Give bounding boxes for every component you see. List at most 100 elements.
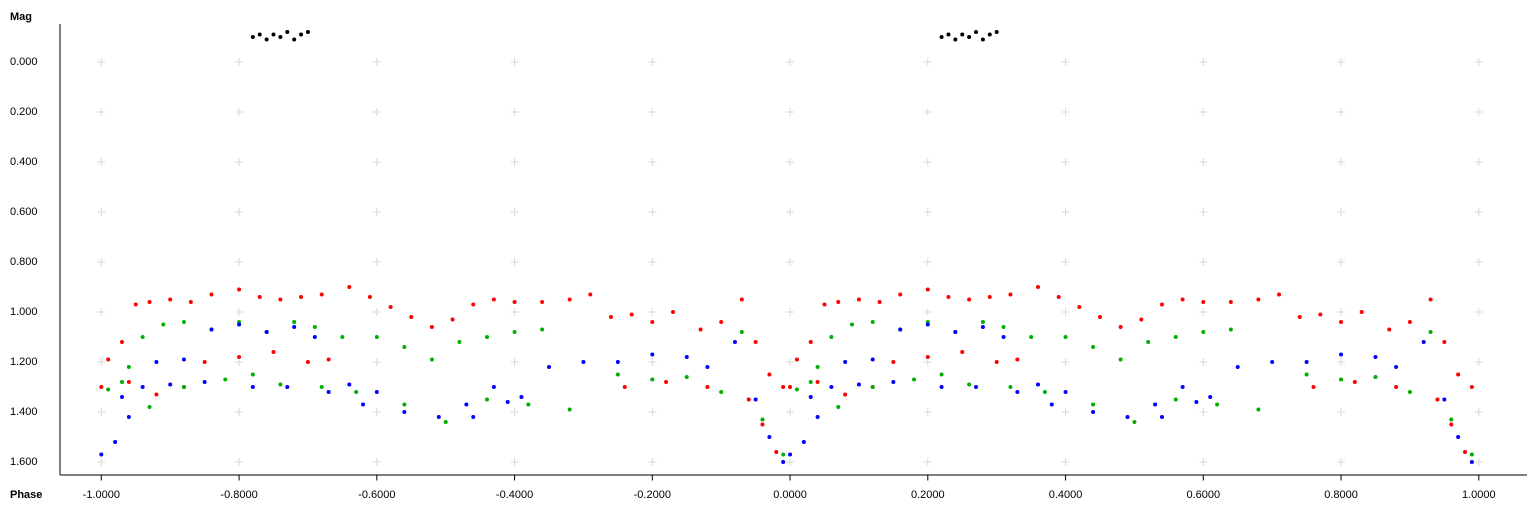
data-point xyxy=(154,392,159,397)
data-point xyxy=(1215,402,1220,407)
data-point xyxy=(1339,352,1344,357)
data-point xyxy=(608,315,613,319)
data-point xyxy=(471,302,476,307)
data-point xyxy=(994,30,999,34)
data-point xyxy=(326,357,331,362)
data-point xyxy=(925,322,930,327)
data-point xyxy=(615,372,620,377)
data-point xyxy=(1063,390,1068,394)
y-tick-label: 1.000 xyxy=(10,306,38,318)
data-point xyxy=(1118,325,1123,329)
x-tick-label: -1.0000 xyxy=(83,489,120,501)
data-point xyxy=(1091,402,1096,407)
data-point xyxy=(1407,390,1412,394)
data-point xyxy=(526,402,531,407)
data-point xyxy=(746,397,751,402)
data-point xyxy=(491,297,496,302)
data-point xyxy=(939,385,944,389)
data-point xyxy=(856,297,861,302)
data-point xyxy=(347,285,352,289)
data-point xyxy=(271,350,276,354)
data-point xyxy=(1201,300,1206,304)
data-point xyxy=(1442,340,1447,344)
data-point xyxy=(1270,360,1275,364)
data-point xyxy=(794,357,799,362)
data-point xyxy=(774,450,779,454)
data-point xyxy=(292,320,297,324)
data-point xyxy=(257,295,262,299)
data-point xyxy=(319,385,324,389)
data-point xyxy=(870,385,875,389)
data-point xyxy=(99,385,104,389)
data-point xyxy=(1373,375,1378,379)
data-point xyxy=(202,360,207,364)
data-point xyxy=(808,380,813,384)
data-point xyxy=(1456,372,1461,377)
data-point xyxy=(457,340,462,344)
data-point xyxy=(767,372,772,377)
data-point xyxy=(1159,302,1164,307)
data-point xyxy=(250,385,255,389)
data-point xyxy=(1125,415,1130,419)
data-point xyxy=(1359,310,1364,314)
data-point xyxy=(939,35,944,39)
data-point xyxy=(402,345,407,349)
data-point xyxy=(1469,460,1474,464)
data-point xyxy=(140,385,145,389)
data-point xyxy=(967,297,972,302)
data-point xyxy=(829,385,834,389)
data-point xyxy=(684,355,689,359)
data-point xyxy=(106,387,111,392)
data-point xyxy=(312,325,317,329)
data-point xyxy=(1001,325,1006,329)
data-point xyxy=(781,385,786,389)
data-point xyxy=(684,375,689,379)
data-point xyxy=(836,405,841,409)
data-point xyxy=(1159,415,1164,419)
data-point xyxy=(285,30,290,34)
data-point xyxy=(960,32,965,37)
x-tick-label: -0.6000 xyxy=(358,489,395,501)
data-point xyxy=(354,390,359,394)
data-point xyxy=(1235,365,1240,369)
x-tick-label: 1.0000 xyxy=(1462,489,1496,501)
data-point xyxy=(1001,335,1006,339)
data-point xyxy=(1373,355,1378,359)
data-point xyxy=(670,310,675,314)
data-point xyxy=(767,435,772,439)
data-point xyxy=(974,385,979,389)
data-point xyxy=(1435,397,1440,402)
y-axis-title: Mag xyxy=(10,11,32,23)
data-point xyxy=(1139,317,1144,322)
data-point xyxy=(1146,340,1151,344)
data-point xyxy=(705,365,710,369)
data-point xyxy=(788,452,793,457)
data-point xyxy=(850,322,855,327)
data-point xyxy=(181,320,186,324)
data-point xyxy=(1304,372,1309,377)
data-point xyxy=(1194,400,1199,404)
data-point xyxy=(271,32,276,37)
data-point xyxy=(181,385,186,389)
data-point xyxy=(843,392,848,397)
data-point xyxy=(209,292,214,297)
data-point xyxy=(1428,297,1433,302)
data-point xyxy=(340,335,345,339)
data-point xyxy=(1077,305,1082,309)
data-point xyxy=(292,325,297,329)
data-point xyxy=(815,365,820,369)
data-point xyxy=(1201,330,1206,334)
data-point xyxy=(760,417,765,422)
data-point xyxy=(788,385,793,389)
data-point xyxy=(113,440,118,444)
data-point xyxy=(719,390,724,394)
data-point xyxy=(1352,380,1357,384)
data-point xyxy=(409,315,414,319)
data-point xyxy=(133,302,138,307)
data-point xyxy=(1208,395,1213,399)
data-point xyxy=(870,320,875,324)
data-point xyxy=(1228,327,1233,332)
data-point xyxy=(753,340,758,344)
data-point xyxy=(1173,335,1178,339)
